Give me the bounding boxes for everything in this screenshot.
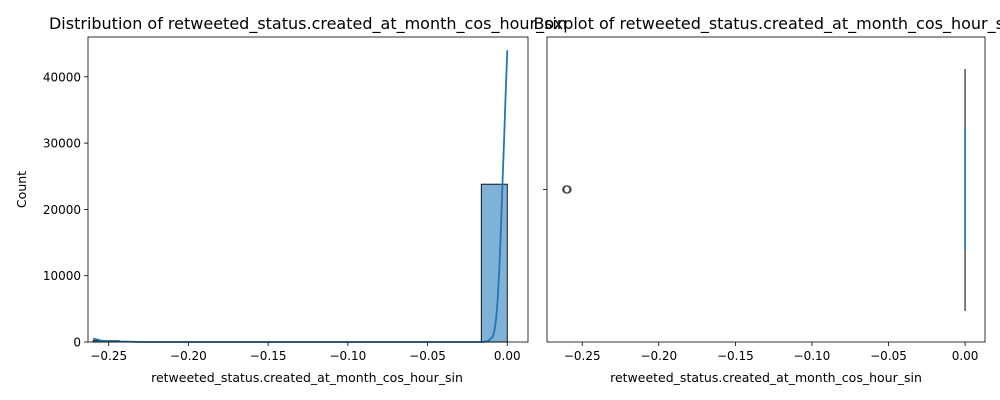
x-tick-label: −0.25	[90, 349, 127, 363]
boxplot-axes-frame	[546, 36, 986, 343]
histogram-axes-frame	[87, 36, 529, 343]
histogram-panel: −0.25 −0.20 −0.15 −0.10 −0.05 0.00 0 10000 2000…	[14, 14, 567, 385]
boxplot-outliers	[562, 185, 572, 194]
histogram-bar	[480, 183, 508, 343]
x-tick-label: −0.05	[409, 349, 446, 363]
x-tick-label: 0.00	[952, 349, 979, 363]
y-tick-label: 20000	[43, 203, 81, 217]
x-tick-label: −0.20	[170, 349, 207, 363]
histogram-bars	[92, 183, 508, 343]
x-tick-label: −0.20	[640, 349, 677, 363]
boxplot-panel: −0.25 −0.20 −0.15 −0.10 −0.05 0.00 Boxplot of…	[533, 14, 1000, 385]
y-tick-label: 30000	[43, 137, 81, 151]
x-tick-label: −0.10	[794, 349, 831, 363]
histogram-y-ticks: 0 10000 20000 30000 40000	[43, 70, 88, 350]
x-tick-label: −0.25	[564, 349, 601, 363]
boxplot-outlier-point	[563, 185, 572, 194]
x-tick-label: 0.00	[494, 349, 521, 363]
boxplot-title: Boxplot of retweeted_status.created_at_m…	[533, 14, 1000, 34]
boxplot-x-ticks: −0.25 −0.20 −0.15 −0.10 −0.05 0.00	[564, 342, 979, 363]
histogram-x-label: retweeted_status.created_at_month_cos_ho…	[151, 370, 463, 385]
histogram-x-ticks: −0.25 −0.20 −0.15 −0.10 −0.05 0.00	[90, 342, 521, 363]
y-tick-label: 0	[73, 336, 81, 350]
histogram-title: Distribution of retweeted_status.created…	[49, 14, 567, 34]
x-tick-label: −0.10	[329, 349, 366, 363]
histogram-y-label: Count	[14, 171, 29, 208]
boxplot-x-label: retweeted_status.created_at_month_cos_ho…	[610, 370, 922, 385]
kde-line	[92, 50, 509, 343]
y-tick-label: 10000	[43, 269, 81, 283]
x-tick-label: −0.05	[870, 349, 907, 363]
y-tick-label: 40000	[43, 70, 81, 84]
x-tick-label: −0.15	[250, 349, 287, 363]
x-tick-label: −0.15	[717, 349, 754, 363]
